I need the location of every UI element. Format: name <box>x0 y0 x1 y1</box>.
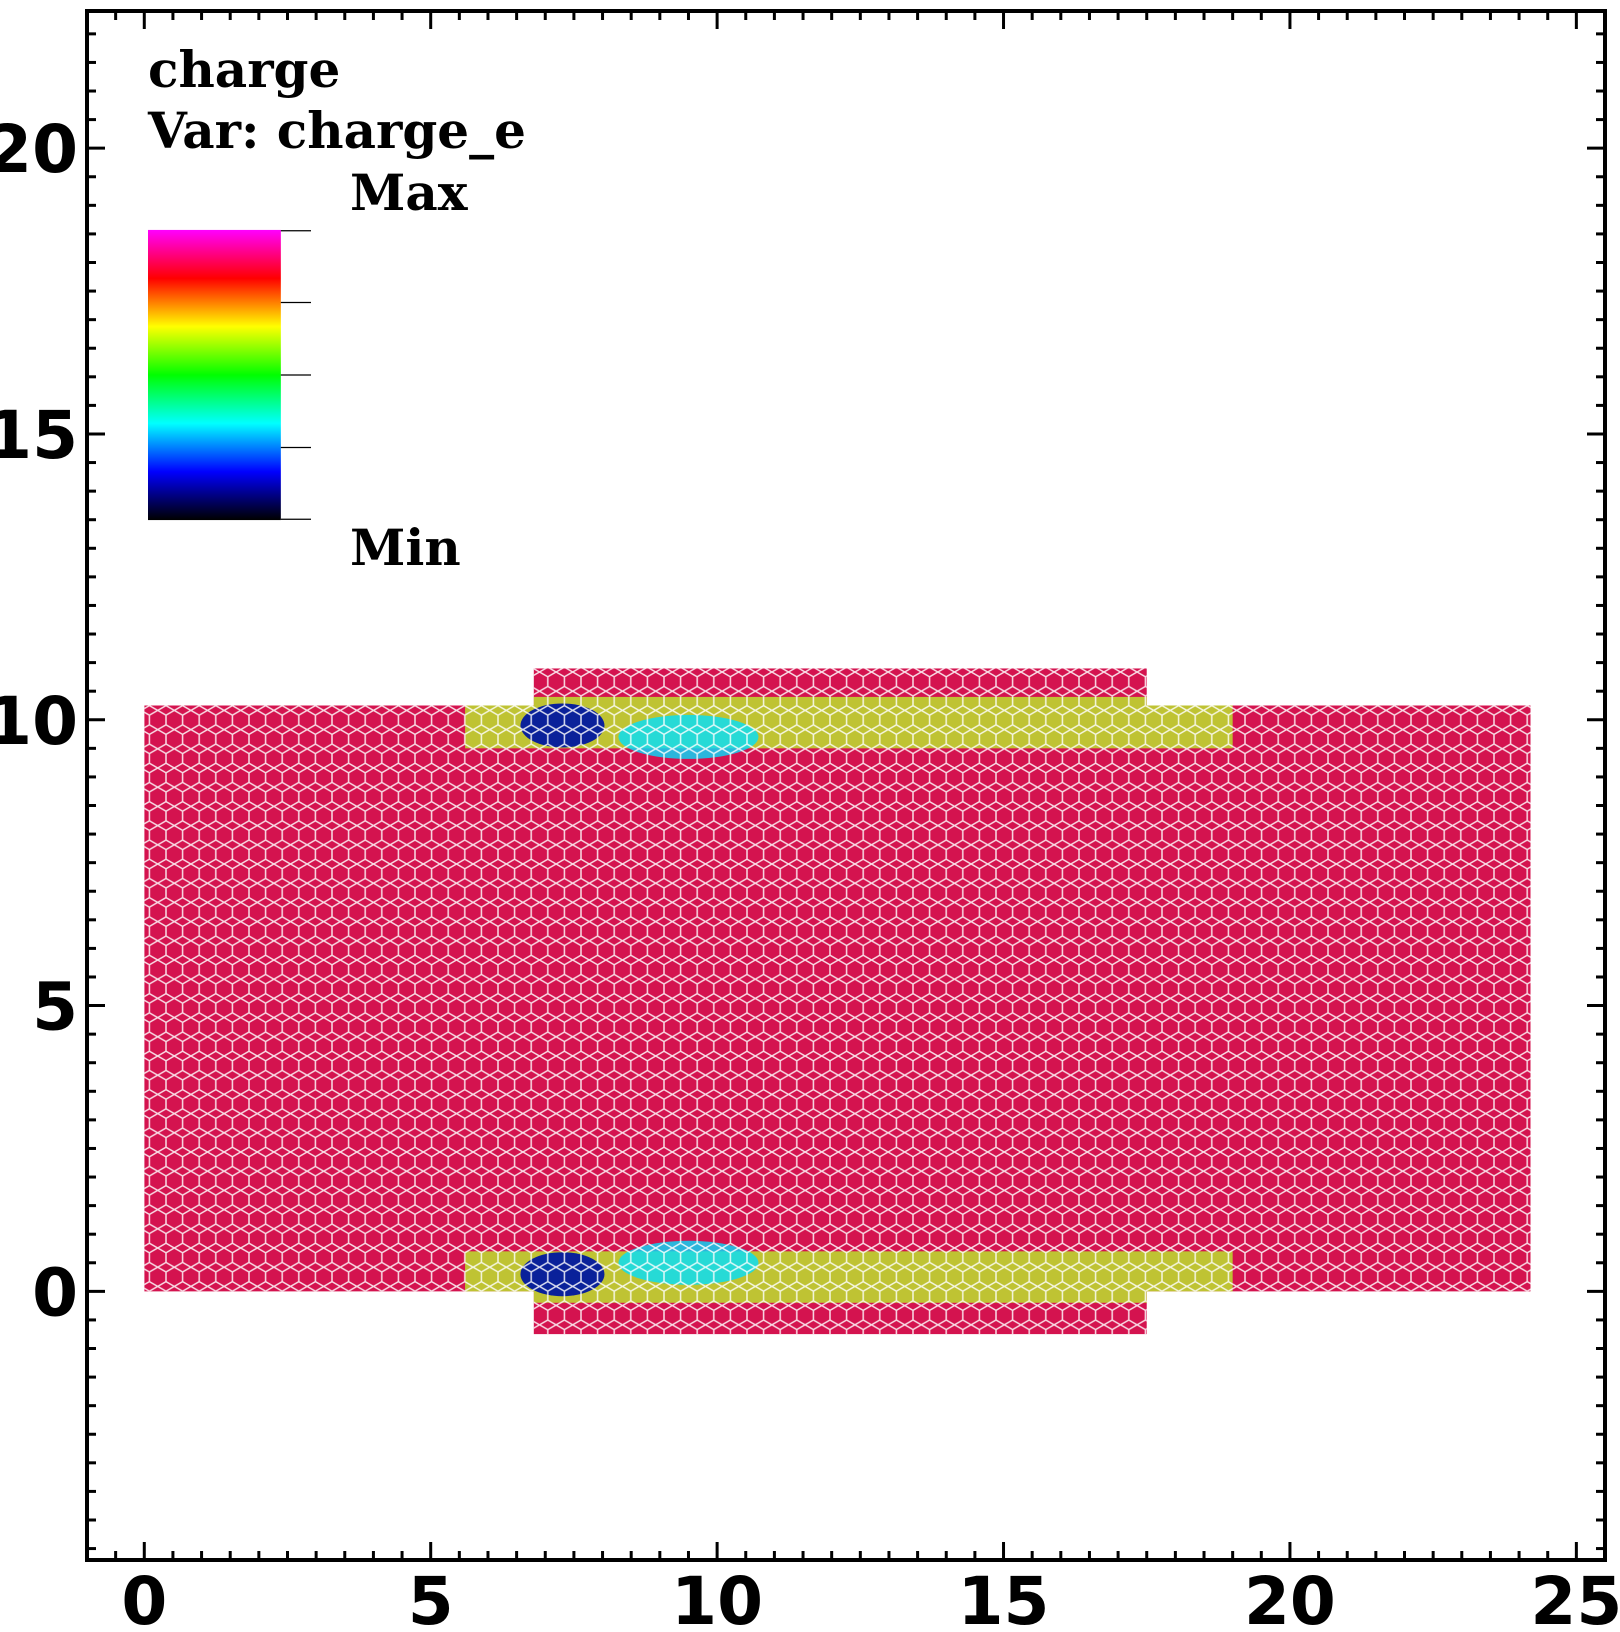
y-tick-label: 20 <box>0 111 78 188</box>
x-tick-label: 5 <box>408 1563 454 1632</box>
x-tick-label: 0 <box>121 1563 167 1632</box>
plot-frame <box>85 9 1607 1562</box>
colorbar-max-label: Max <box>350 163 468 222</box>
colorbar <box>148 229 311 521</box>
x-tick-label: 25 <box>1530 1563 1620 1632</box>
legend-variable-label: Var: charge_e <box>148 101 526 160</box>
y-tick-label: 0 <box>32 1254 78 1331</box>
axis-tick-labels: 0 5 10 15 20 25 0 5 10 15 20 <box>0 111 1620 1632</box>
x-tick-label: 10 <box>671 1563 763 1632</box>
x-tick-label: 20 <box>1244 1563 1336 1632</box>
colorbar-min-label: Min <box>350 518 461 577</box>
y-tick-label: 15 <box>0 397 78 474</box>
charge-mesh <box>144 668 1531 1335</box>
y-tick-label: 10 <box>0 683 78 760</box>
axis-ticks <box>85 11 1607 1560</box>
y-tick-label: 5 <box>32 969 78 1046</box>
hex-lattice-overlay <box>144 668 1531 1335</box>
legend-title: charge <box>148 40 341 99</box>
x-tick-label: 15 <box>958 1563 1050 1632</box>
